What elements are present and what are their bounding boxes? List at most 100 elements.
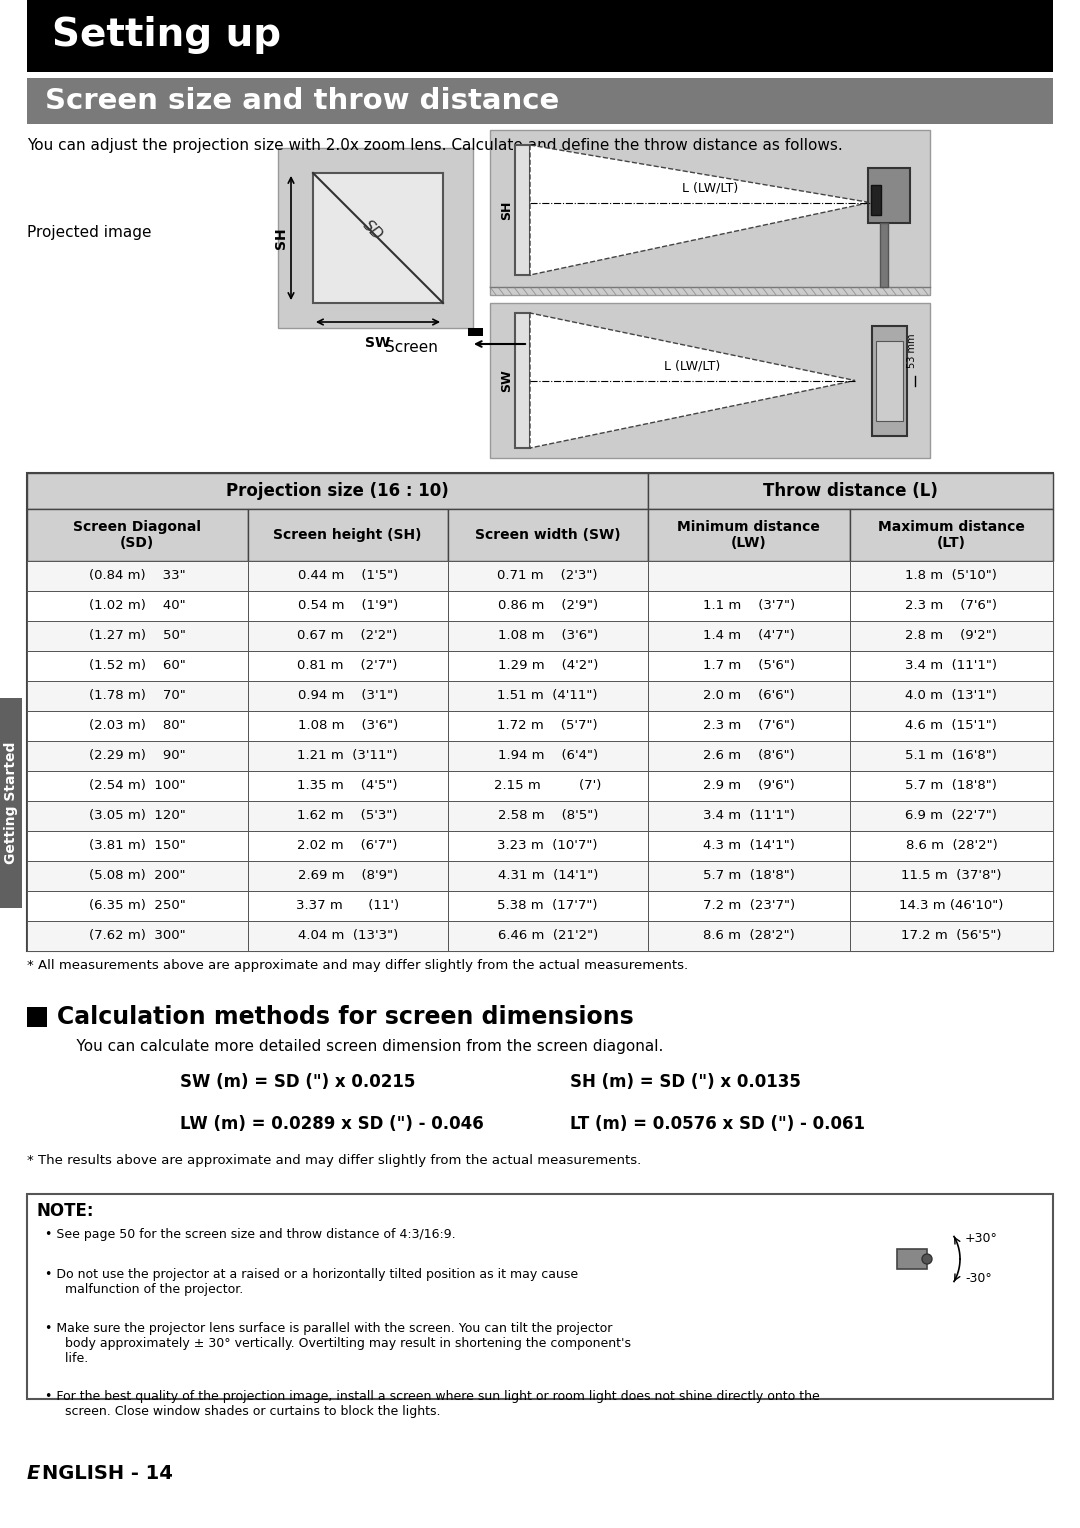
Bar <box>27 801 247 831</box>
Bar <box>27 891 247 921</box>
Text: 2.15 m         (7'): 2.15 m (7') <box>494 779 602 793</box>
Text: 11.5 m  (37'8"): 11.5 m (37'8") <box>901 869 1001 883</box>
Text: (3.81 m)  150": (3.81 m) 150" <box>89 839 186 853</box>
Text: SH: SH <box>500 200 513 220</box>
Text: E: E <box>27 1464 40 1484</box>
Text: 4.04 m  (13'3"): 4.04 m (13'3") <box>297 929 397 943</box>
Bar <box>850 620 1053 651</box>
Bar <box>247 591 447 620</box>
Bar <box>876 341 903 420</box>
Text: 7.2 m  (23'7"): 7.2 m (23'7") <box>703 900 795 912</box>
Text: 6.9 m  (22'7"): 6.9 m (22'7") <box>905 810 997 822</box>
Text: L (LW/LT): L (LW/LT) <box>681 182 738 194</box>
Text: 1.7 m    (5'6"): 1.7 m (5'6") <box>703 660 795 672</box>
Text: 0.86 m    (2'9"): 0.86 m (2'9") <box>498 599 597 613</box>
Bar <box>648 620 850 651</box>
Text: 53 mm: 53 mm <box>907 333 917 368</box>
Bar <box>850 741 1053 772</box>
Text: 0.94 m    (3'1"): 0.94 m (3'1") <box>297 689 397 703</box>
Text: SW: SW <box>365 336 391 350</box>
Text: 5.1 m  (16'8"): 5.1 m (16'8") <box>905 750 997 762</box>
Text: (2.29 m)    90": (2.29 m) 90" <box>89 750 186 762</box>
Bar <box>447 921 648 950</box>
Bar <box>850 921 1053 950</box>
Text: NOTE:: NOTE: <box>37 1203 95 1219</box>
Text: 2.3 m    (7'6"): 2.3 m (7'6") <box>905 599 998 613</box>
Bar <box>648 561 850 591</box>
Text: 8.6 m  (28'2"): 8.6 m (28'2") <box>905 839 997 853</box>
Text: 0.44 m    (1'5"): 0.44 m (1'5") <box>297 570 397 582</box>
Text: 1.8 m  (5'10"): 1.8 m (5'10") <box>905 570 997 582</box>
Text: SW: SW <box>500 370 513 391</box>
Bar <box>447 711 648 741</box>
Text: (1.52 m)    60": (1.52 m) 60" <box>89 660 186 672</box>
Bar <box>27 831 247 860</box>
Bar <box>247 651 447 681</box>
Text: You can calculate more detailed screen dimension from the screen diagonal.: You can calculate more detailed screen d… <box>57 1039 663 1054</box>
Bar <box>490 130 930 295</box>
Bar <box>515 313 530 448</box>
Bar <box>247 921 447 950</box>
Bar <box>648 711 850 741</box>
Bar <box>447 891 648 921</box>
Bar <box>278 148 473 329</box>
Text: Getting Started: Getting Started <box>4 741 18 865</box>
Bar <box>27 741 247 772</box>
Text: 2.9 m    (9'6"): 2.9 m (9'6") <box>703 779 795 793</box>
Bar <box>648 681 850 711</box>
Text: +30°: +30° <box>966 1233 998 1245</box>
Text: Screen height (SH): Screen height (SH) <box>273 529 422 542</box>
Text: 4.6 m  (15'1"): 4.6 m (15'1") <box>905 720 997 732</box>
Bar <box>868 168 910 223</box>
Text: SH: SH <box>274 228 288 249</box>
Bar <box>447 741 648 772</box>
Text: 3.4 m  (11'1"): 3.4 m (11'1") <box>905 660 998 672</box>
Text: 14.3 m (46'10"): 14.3 m (46'10") <box>900 900 1003 912</box>
Bar <box>27 651 247 681</box>
Bar <box>313 173 443 303</box>
Bar <box>27 474 1053 950</box>
Bar <box>247 891 447 921</box>
Bar <box>850 772 1053 801</box>
Text: 1.4 m    (4'7"): 1.4 m (4'7") <box>703 630 795 642</box>
Text: 3.4 m  (11'1"): 3.4 m (11'1") <box>703 810 795 822</box>
Text: 2.3 m    (7'6"): 2.3 m (7'6") <box>703 720 795 732</box>
Bar <box>490 303 930 458</box>
Bar <box>27 1007 48 1027</box>
Bar <box>447 620 648 651</box>
Bar <box>27 509 247 561</box>
Bar <box>648 831 850 860</box>
Text: 1.62 m    (5'3"): 1.62 m (5'3") <box>297 810 397 822</box>
Text: • Make sure the projector lens surface is parallel with the screen. You can tilt: • Make sure the projector lens surface i… <box>45 1322 631 1365</box>
Bar <box>850 561 1053 591</box>
Bar <box>247 741 447 772</box>
Text: 1.51 m  (4'11"): 1.51 m (4'11") <box>498 689 598 703</box>
Text: * All measurements above are approximate and may differ slightly from the actual: * All measurements above are approximate… <box>27 960 688 972</box>
Text: Screen size and throw distance: Screen size and throw distance <box>45 87 559 115</box>
Text: 0.54 m    (1'9"): 0.54 m (1'9") <box>297 599 397 613</box>
Text: (1.27 m)    50": (1.27 m) 50" <box>89 630 186 642</box>
Text: (6.35 m)  250": (6.35 m) 250" <box>89 900 186 912</box>
Bar <box>850 891 1053 921</box>
Bar <box>648 801 850 831</box>
Text: Throw distance (L): Throw distance (L) <box>762 481 937 500</box>
Text: 2.8 m    (9'2"): 2.8 m (9'2") <box>905 630 997 642</box>
Text: SD: SD <box>360 217 386 243</box>
Bar <box>27 1193 1053 1400</box>
Text: 1.35 m    (4'5"): 1.35 m (4'5") <box>297 779 397 793</box>
Text: LT (m) = 0.0576 x SD (") - 0.061: LT (m) = 0.0576 x SD (") - 0.061 <box>570 1115 865 1132</box>
Text: LW (m) = 0.0289 x SD (") - 0.046: LW (m) = 0.0289 x SD (") - 0.046 <box>180 1115 484 1132</box>
Bar <box>27 860 247 891</box>
Bar <box>27 0 1053 72</box>
Bar <box>27 78 1053 124</box>
Text: 8.6 m  (28'2"): 8.6 m (28'2") <box>703 929 795 943</box>
Text: 2.69 m    (8'9"): 2.69 m (8'9") <box>298 869 397 883</box>
Text: (2.54 m)  100": (2.54 m) 100" <box>89 779 186 793</box>
Text: 5.38 m  (17'7"): 5.38 m (17'7") <box>498 900 598 912</box>
Bar <box>850 831 1053 860</box>
Text: 0.71 m    (2'3"): 0.71 m (2'3") <box>498 570 598 582</box>
Bar <box>850 509 1053 561</box>
Text: (3.05 m)  120": (3.05 m) 120" <box>89 810 186 822</box>
Bar <box>850 591 1053 620</box>
Text: • Do not use the projector at a raised or a horizontally tilted position as it m: • Do not use the projector at a raised o… <box>45 1268 578 1296</box>
